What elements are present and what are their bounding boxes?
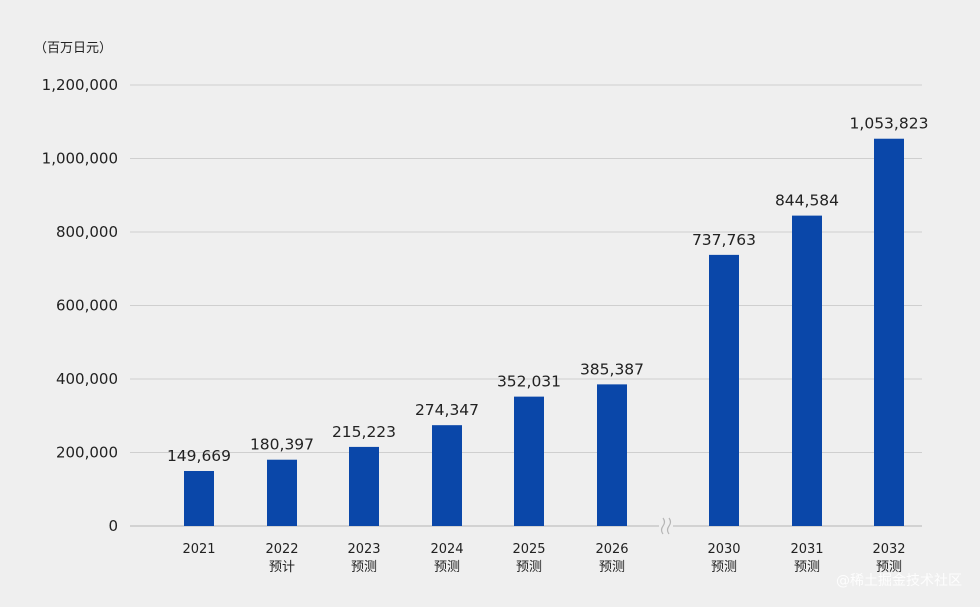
x-category-note: 预测 <box>516 560 542 575</box>
data-label: 844,584 <box>775 192 839 210</box>
bar <box>792 215 822 526</box>
x-category-note: 预测 <box>876 560 902 575</box>
x-category-label: 2030 <box>707 542 740 557</box>
x-category-label: 2025 <box>512 542 545 557</box>
x-category-label: 2031 <box>790 542 823 557</box>
y-tick-label: 600,000 <box>56 297 118 315</box>
y-tick-label: 1,000,000 <box>42 150 118 168</box>
data-label: 737,763 <box>692 231 756 249</box>
data-label: 352,031 <box>497 373 561 391</box>
x-category-label: 2026 <box>595 542 628 557</box>
watermark: @稀土掘金技术社区 <box>836 573 962 589</box>
x-category-label: 2022 <box>265 542 298 557</box>
data-label: 274,347 <box>415 401 479 419</box>
bar <box>597 384 627 526</box>
y-tick-label: 0 <box>108 517 118 535</box>
axis-break-stroke <box>660 517 666 535</box>
x-category-label: 2021 <box>182 542 215 557</box>
x-category-label: 2024 <box>430 542 463 557</box>
bar <box>267 459 297 526</box>
x-category-note: 预测 <box>599 560 625 575</box>
bar <box>709 254 739 526</box>
x-category-label: 2032 <box>872 542 905 557</box>
x-category-note: 预测 <box>351 560 377 575</box>
data-label: 149,669 <box>167 447 231 465</box>
x-category-note: 预计 <box>269 560 295 575</box>
x-category-note: 预测 <box>711 560 737 575</box>
bar <box>514 396 544 526</box>
y-tick-label: 800,000 <box>56 223 118 241</box>
bar <box>432 425 462 526</box>
x-category-note: 预测 <box>434 560 460 575</box>
y-tick-label: 1,200,000 <box>42 76 118 94</box>
data-label: 180,397 <box>250 436 314 454</box>
data-label: 385,387 <box>580 360 644 378</box>
x-category-label: 2023 <box>347 542 380 557</box>
bar <box>184 470 214 526</box>
data-label: 215,223 <box>332 423 396 441</box>
data-label: 1,053,823 <box>850 115 929 133</box>
axis-break-stroke <box>666 517 672 535</box>
axis-break-gap <box>659 516 673 536</box>
y-unit-label: （百万日元） <box>34 41 112 56</box>
bar <box>874 138 904 527</box>
y-tick-label: 200,000 <box>56 444 118 462</box>
x-category-note: 预测 <box>794 560 820 575</box>
axis-break-marker <box>659 516 673 536</box>
y-tick-label: 400,000 <box>56 370 118 388</box>
bar <box>349 446 379 526</box>
